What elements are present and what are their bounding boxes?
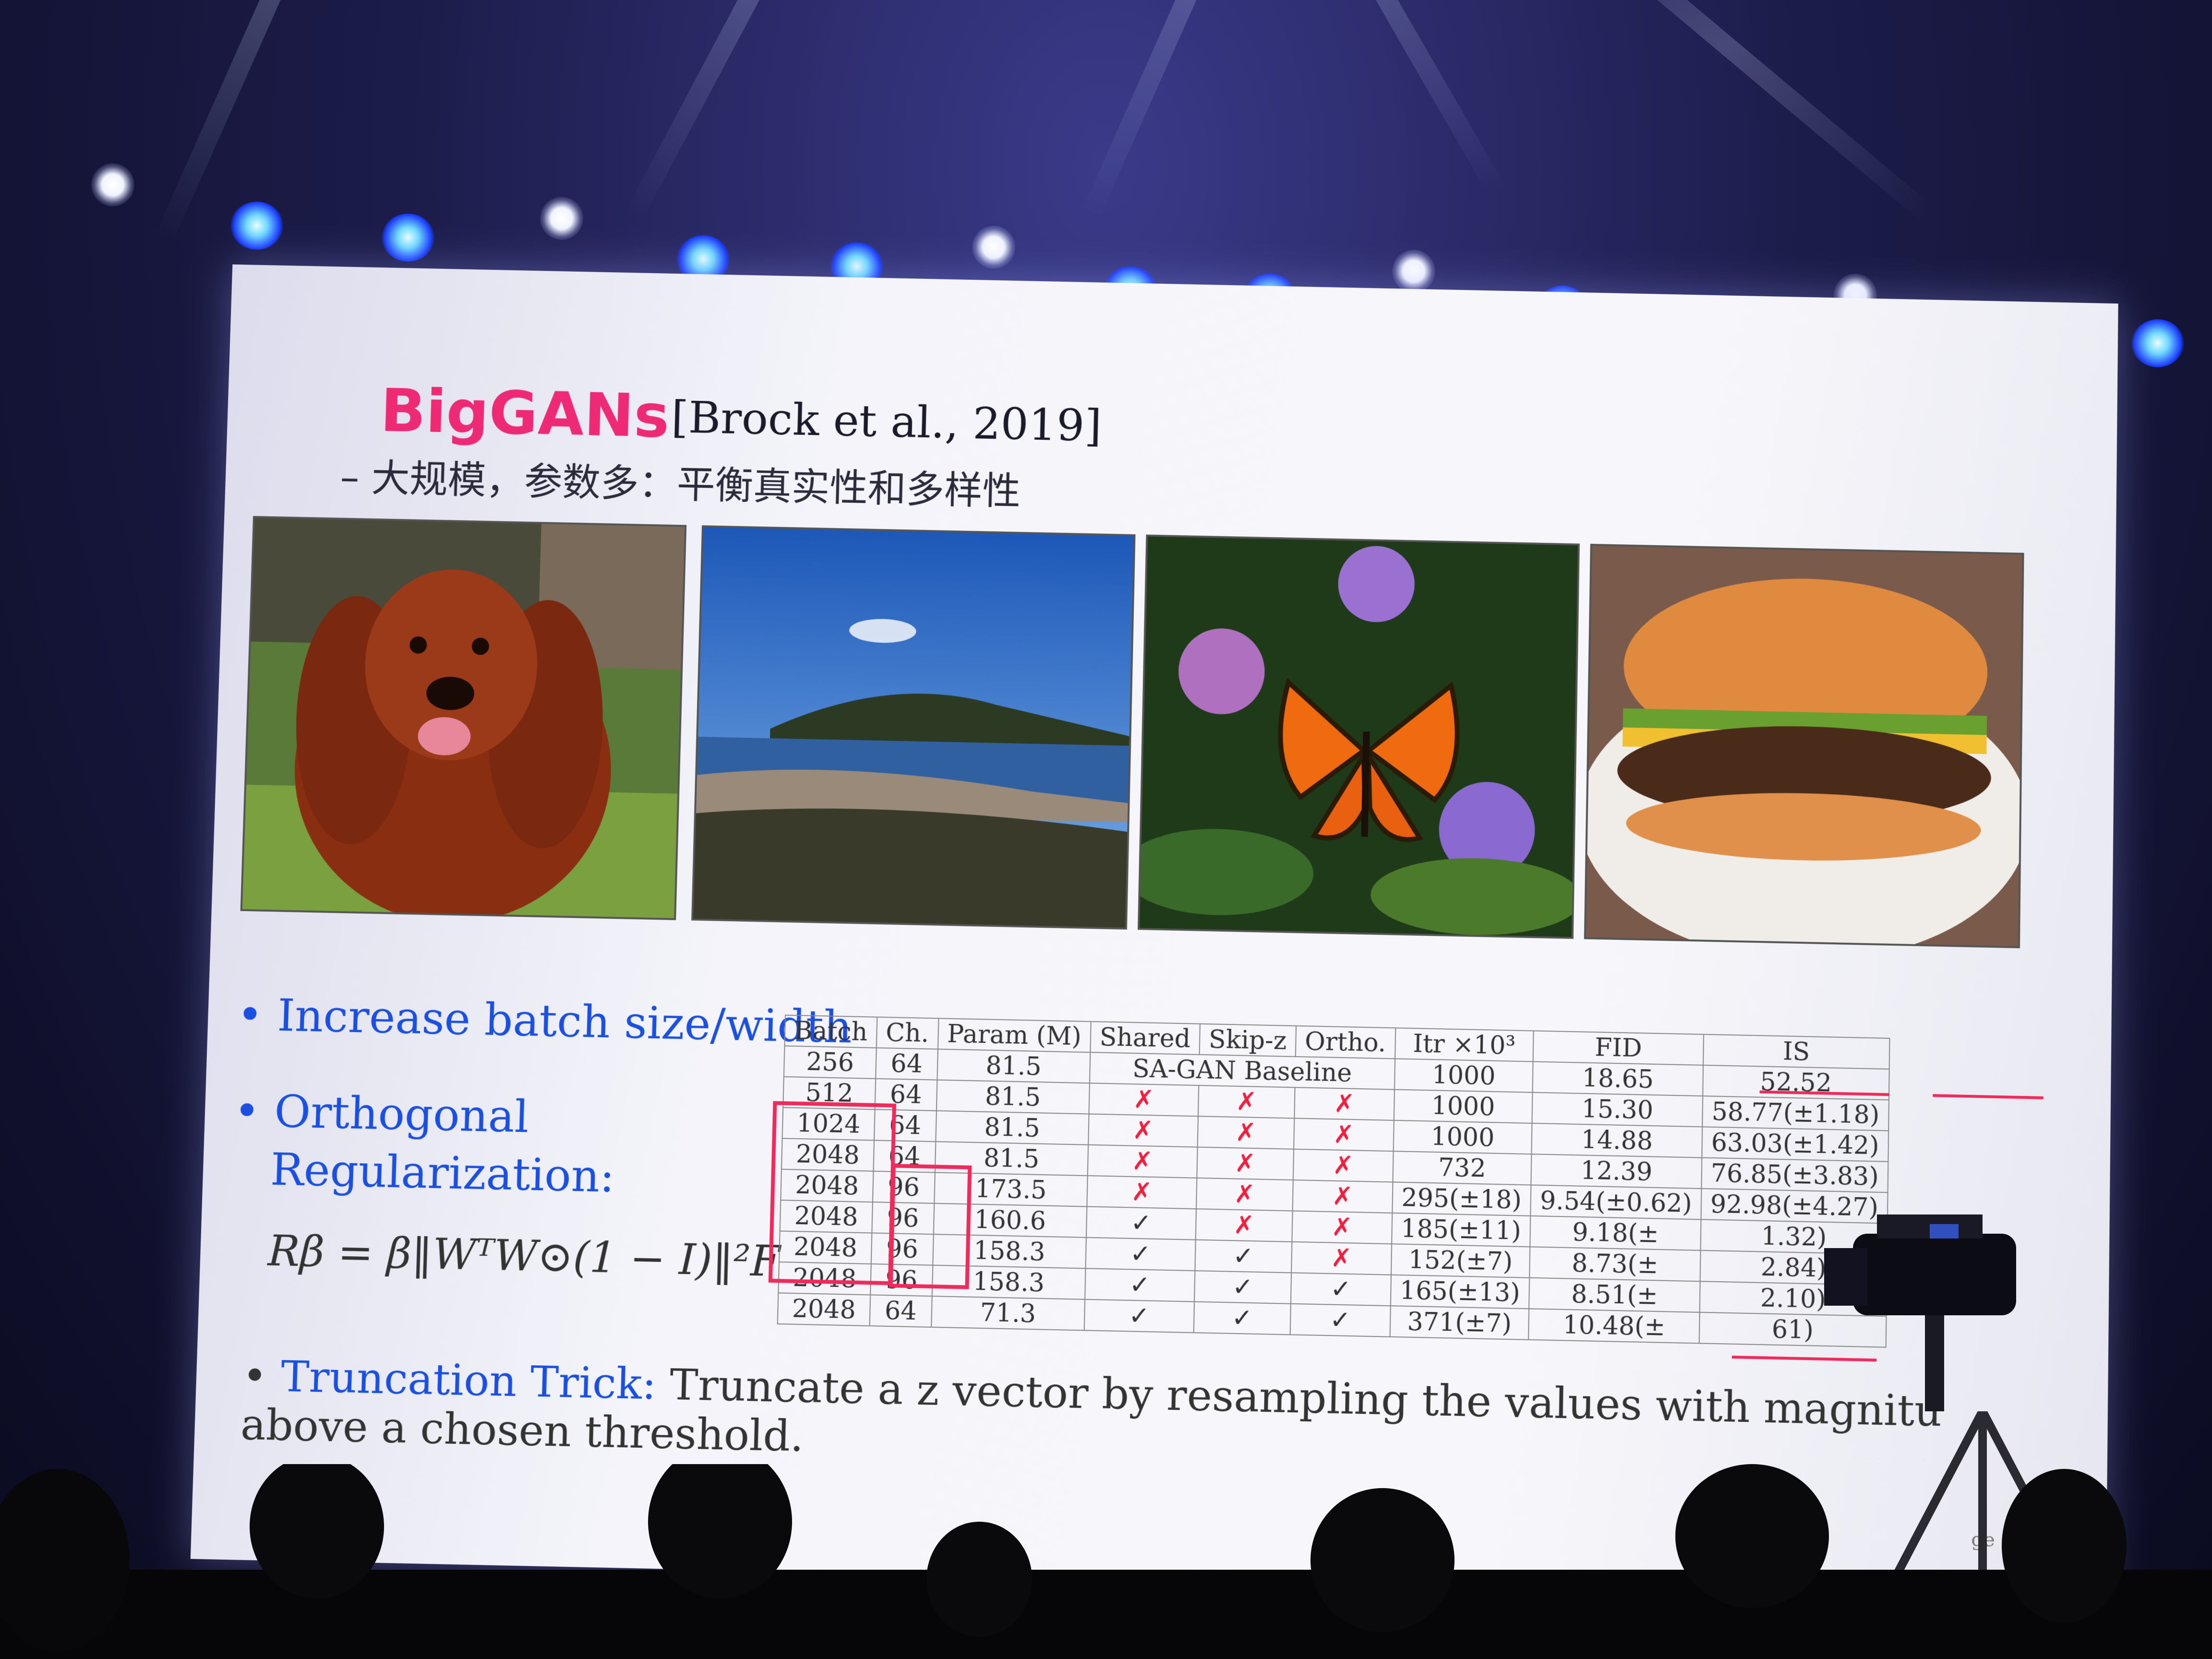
table-header-cell: Itr ×10³	[1395, 1028, 1534, 1061]
bullet-orthogonal: • Orthogonal	[233, 1085, 529, 1142]
table-cell: ✗	[1198, 1085, 1295, 1118]
table-cell: 185(±11)	[1392, 1213, 1531, 1247]
bullet-regularization: Regularization:	[270, 1143, 615, 1202]
table-cell: 371(±7)	[1390, 1306, 1529, 1340]
audience-silhouettes	[0, 1464, 2212, 1659]
table-header-cell: Param (M)	[938, 1018, 1091, 1052]
table-cell: ✗	[1197, 1116, 1294, 1149]
stage-light-white	[972, 226, 1015, 269]
batch-highlight-box	[769, 1101, 896, 1286]
butterfly-photo	[1138, 535, 1580, 939]
table-header-cell: Shared	[1090, 1022, 1200, 1055]
table-cell: 295(±18)	[1392, 1182, 1531, 1215]
bullet-batch-size: • Increase batch size/width	[236, 989, 853, 1053]
table-header-cell: IS	[1703, 1034, 1889, 1069]
table-header-cell: Skip-z	[1199, 1024, 1296, 1057]
table-cell: 63.03(±1.42)	[1702, 1127, 1888, 1161]
table-cell: 732	[1393, 1151, 1531, 1185]
table-cell: 8.73(±	[1529, 1247, 1700, 1281]
table-cell: ✗	[1087, 1145, 1197, 1178]
table-cell: 10.48(±	[1528, 1309, 1699, 1343]
table-cell: 1000	[1393, 1120, 1532, 1154]
table-cell: ✗	[1089, 1083, 1199, 1116]
table-cell: ✗	[1088, 1114, 1198, 1147]
burger-photo	[1584, 544, 2024, 949]
table-cell: ✗	[1294, 1087, 1394, 1120]
coast-photo	[691, 525, 1135, 929]
table-cell: ✗	[1196, 1178, 1293, 1211]
table-cell: ✗	[1294, 1118, 1394, 1152]
table-cell: ✗	[1292, 1211, 1392, 1244]
table-cell: ✓	[1291, 1273, 1391, 1306]
table-cell: 165(±13)	[1390, 1275, 1529, 1309]
table-cell: 64	[869, 1295, 932, 1327]
stage-light-blue	[230, 202, 283, 250]
stage-light-white	[540, 197, 583, 240]
light-beam	[1519, 0, 1936, 223]
stage-light-blue	[382, 214, 434, 262]
table-cell: 9.18(±	[1530, 1216, 1701, 1250]
slide-title: BigGANs	[379, 376, 670, 451]
table-cell: ✓	[1290, 1304, 1390, 1337]
table-cell: 1000	[1394, 1090, 1532, 1123]
table-cell: ✓	[1194, 1271, 1291, 1304]
light-beam	[1226, 0, 1506, 197]
table-header-cell: FID	[1533, 1031, 1704, 1065]
table-cell: 64	[876, 1048, 938, 1080]
table-cell: 15.30	[1532, 1093, 1703, 1127]
table-cell: ✗	[1197, 1147, 1294, 1180]
dog-photo	[240, 516, 687, 920]
table-cell: ✓	[1086, 1206, 1196, 1239]
table-cell: 2048	[778, 1293, 870, 1326]
video-camera	[1815, 1205, 2055, 1411]
table-header-cell: Ch.	[876, 1017, 938, 1049]
table-cell: 81.5	[936, 1080, 1089, 1114]
table-cell: 18.65	[1533, 1062, 1703, 1096]
table-cell: 12.39	[1531, 1154, 1702, 1189]
table-header-cell: Ortho.	[1296, 1026, 1395, 1058]
table-cell: ✗	[1292, 1180, 1393, 1213]
table-cell: 81.5	[936, 1111, 1089, 1145]
table-cell: 9.54(±0.62)	[1530, 1185, 1701, 1220]
table-cell: 81.5	[937, 1049, 1090, 1083]
channel-highlight-box	[889, 1164, 972, 1289]
table-cell: ✓	[1193, 1302, 1290, 1335]
table-cell: ✓	[1084, 1299, 1194, 1333]
table-cell: ✓	[1085, 1238, 1195, 1271]
table-cell: 8.51(±	[1529, 1278, 1700, 1312]
table-cell: ✗	[1195, 1209, 1292, 1242]
slide-subtitle: – 大规模，参数多：平衡真实性和多样性	[339, 446, 1021, 516]
table-cell: 71.3	[931, 1296, 1085, 1330]
table-cell: 1000	[1395, 1058, 1533, 1092]
table-cell: 58.77(±1.18)	[1702, 1096, 1889, 1130]
stage-light-blue	[2131, 319, 2184, 367]
slide-citation: [Brock et al., 2019]	[671, 392, 1102, 451]
light-beam	[1081, 0, 1313, 220]
table-cell: ✗	[1291, 1242, 1392, 1275]
table-header-cell: Batch	[784, 1015, 877, 1048]
table-cell: 256	[784, 1046, 877, 1079]
table-cell: 76.85(±3.83)	[1701, 1158, 1888, 1192]
light-beam	[625, 0, 890, 220]
table-cell: 152(±7)	[1391, 1244, 1530, 1278]
regularization-formula: Rβ = β‖WᵀW⊙(1 − I)‖²F	[267, 1226, 781, 1286]
table-cell: ✗	[1293, 1149, 1394, 1182]
table-cell: 14.88	[1532, 1123, 1703, 1158]
stage-light-white	[91, 163, 134, 206]
table-cell: ✓	[1195, 1240, 1292, 1273]
table-cell: ✓	[1085, 1268, 1195, 1301]
stage-light-white	[1392, 250, 1435, 293]
is-baseline-underline	[1933, 1094, 2044, 1099]
table-cell: ✗	[1087, 1176, 1197, 1209]
